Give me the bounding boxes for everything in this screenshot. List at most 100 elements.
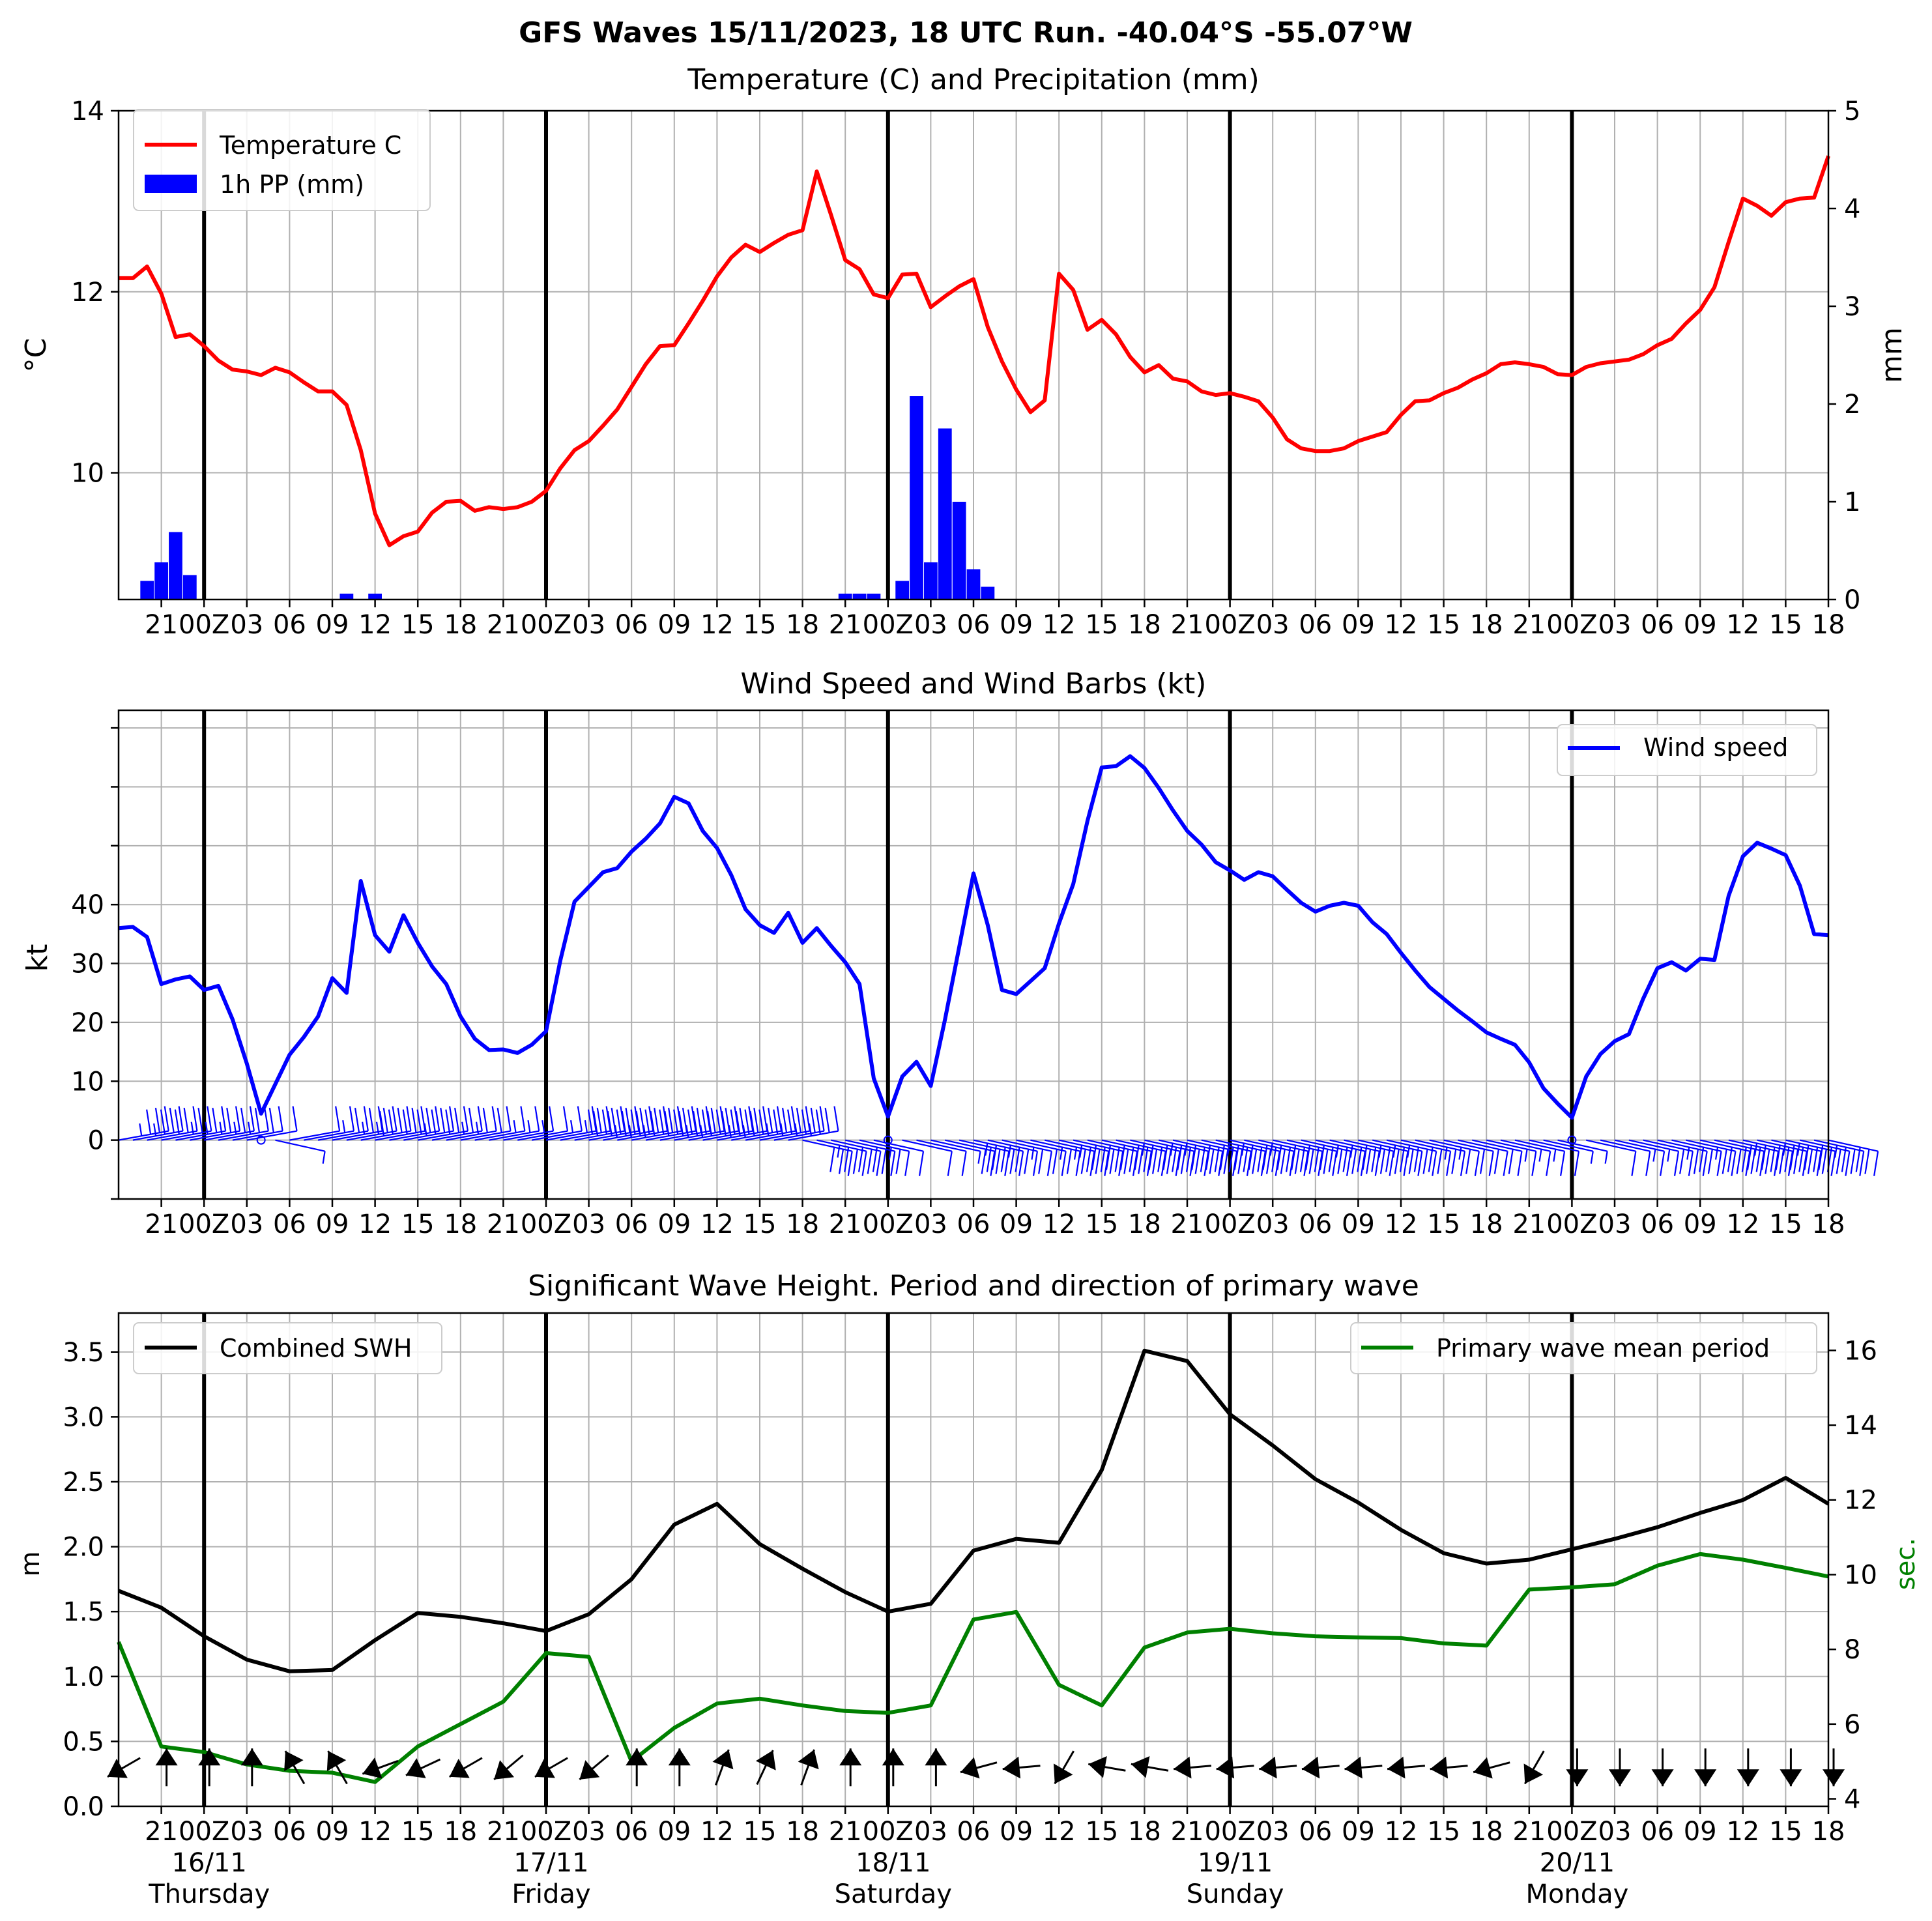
wind-barb xyxy=(1372,1139,1423,1176)
wind-barb-half-feather xyxy=(205,1121,209,1134)
wind-barb-half-feather xyxy=(742,1125,746,1138)
arrow-head xyxy=(1780,1769,1802,1787)
x-tick-label: 03 xyxy=(914,610,947,640)
arrow-head xyxy=(1651,1769,1674,1787)
period-y-label: sec. xyxy=(1891,1538,1921,1590)
wind-barb-feather xyxy=(721,1111,727,1136)
x-tick-label: 09 xyxy=(1342,1209,1375,1239)
wind-barb-half-feather xyxy=(1538,1149,1542,1162)
wind-barb-staff xyxy=(1600,1139,1651,1152)
wind-barb xyxy=(1045,1139,1095,1176)
wave-plot-frame xyxy=(117,1312,1830,1808)
wind-barb-feather xyxy=(1289,1151,1295,1176)
wind-barb-feather xyxy=(1688,1151,1694,1176)
wind-barb-feather xyxy=(819,1106,825,1131)
x-tick-label: 00Z xyxy=(521,1817,571,1847)
arrow-head xyxy=(449,1759,470,1778)
x-tick-label: 18 xyxy=(1128,610,1161,640)
wind-barb xyxy=(1486,1139,1537,1176)
wind-barb xyxy=(1030,1139,1081,1176)
x-tick-label: 15 xyxy=(1085,1209,1118,1239)
arrow-head xyxy=(1053,1763,1073,1784)
wind-barb-feather xyxy=(1114,1147,1120,1172)
wind-barb-feather xyxy=(1745,1151,1751,1176)
wave-direction-arrow xyxy=(1737,1748,1759,1787)
wind-barb xyxy=(1543,1139,1594,1164)
wind-barb-feather xyxy=(278,1106,283,1131)
day-weekday-label: Saturday xyxy=(835,1879,952,1909)
wind-barb-feather xyxy=(1018,1151,1024,1176)
x-tick-label: 21 xyxy=(487,1817,520,1847)
wave-direction-arrow xyxy=(1344,1756,1383,1779)
wind-barb-feather xyxy=(1660,1151,1665,1176)
x-tick-label: 18 xyxy=(444,1817,477,1847)
x-tick-label: 21 xyxy=(829,610,862,640)
wind-barb xyxy=(1643,1139,1694,1176)
wind-barb xyxy=(831,1139,882,1176)
wind-barb-feather xyxy=(1716,1151,1722,1176)
y-tick-label: 20 xyxy=(71,1008,104,1038)
swh-legend-box xyxy=(133,1322,442,1374)
wind-barb-half-feather xyxy=(248,1121,252,1134)
wind-barb-feather xyxy=(1559,1151,1566,1176)
wind-barb-feather xyxy=(1479,1149,1486,1174)
x-tick-label: 06 xyxy=(615,610,648,640)
wind-barb xyxy=(883,1135,893,1145)
wind-barb-feather xyxy=(207,1106,212,1131)
wind-barb-feather xyxy=(904,1151,910,1176)
wind-barb xyxy=(531,1106,583,1141)
wave-direction-arrow xyxy=(579,1754,609,1781)
wind-barb-feather xyxy=(918,1151,925,1176)
wind-barb-feather xyxy=(1574,1151,1580,1176)
wind-barb-half-feather xyxy=(1782,1143,1786,1156)
wind-barb xyxy=(1514,1139,1566,1176)
precip-legend-label: 1h PP (mm) xyxy=(220,170,364,199)
wind-barb-feather xyxy=(1148,1145,1154,1170)
wind-barb xyxy=(1386,1139,1437,1176)
wave-line-layer xyxy=(117,1348,1830,1784)
wind-barb-feather xyxy=(1204,1151,1209,1176)
wind-barb-feather xyxy=(810,1108,816,1133)
wave-direction-arrows xyxy=(107,1748,1845,1787)
x-tick-label: 09 xyxy=(1684,1817,1717,1847)
x-tick-label: 06 xyxy=(615,1209,648,1239)
wind-barb-staff xyxy=(916,1139,966,1152)
arrow-head xyxy=(494,1760,515,1780)
x-tick-label: 03 xyxy=(1598,1209,1632,1239)
wind-barb-half-feather xyxy=(362,1121,366,1134)
wind-plot-frame xyxy=(117,709,1830,1200)
wind-barb-feather xyxy=(169,1108,175,1133)
x-tick-label: 12 xyxy=(1726,610,1759,640)
wind-barb-feather xyxy=(861,1151,867,1176)
precip-bar xyxy=(169,532,182,599)
wind-barb-feather xyxy=(397,1108,403,1133)
x-tick-label: 00Z xyxy=(521,1209,571,1239)
wind-barb-feather xyxy=(1775,1145,1781,1170)
wind-barb-feather xyxy=(1787,1151,1794,1176)
precip-bar xyxy=(910,396,923,599)
wind-barb-half-feather xyxy=(139,1123,143,1136)
temperature-plot-frame xyxy=(117,109,1830,601)
wind-barb-feather xyxy=(411,1108,417,1133)
wind-barb xyxy=(731,1106,783,1141)
x-tick-label: 15 xyxy=(1769,1209,1802,1239)
arrow-head xyxy=(198,1748,221,1766)
wave-direction-arrow xyxy=(362,1757,399,1779)
x-tick-label: 03 xyxy=(230,1817,263,1847)
wind-barb xyxy=(1016,1139,1067,1176)
wind-barb-staff xyxy=(517,1130,568,1141)
wind-barb-half-feather xyxy=(1652,1149,1656,1162)
period-line xyxy=(117,1552,1829,1784)
period-legend-label: Primary wave mean period xyxy=(1436,1334,1770,1363)
wind-barb-feather xyxy=(1024,1149,1030,1174)
wind-barb-feather xyxy=(796,1108,802,1133)
wind-barb-feather xyxy=(668,1108,674,1133)
y-tick-label: 4 xyxy=(1844,1785,1860,1815)
wind-barb xyxy=(161,1106,212,1141)
wind-y-label: kt xyxy=(21,944,54,972)
x-tick-label: 15 xyxy=(1085,610,1118,640)
x-tick-label: 12 xyxy=(358,1817,392,1847)
wind-barb-feather xyxy=(549,1106,555,1131)
wind-barb-feather xyxy=(1793,1149,1799,1174)
x-tick-label: 03 xyxy=(572,1817,605,1847)
